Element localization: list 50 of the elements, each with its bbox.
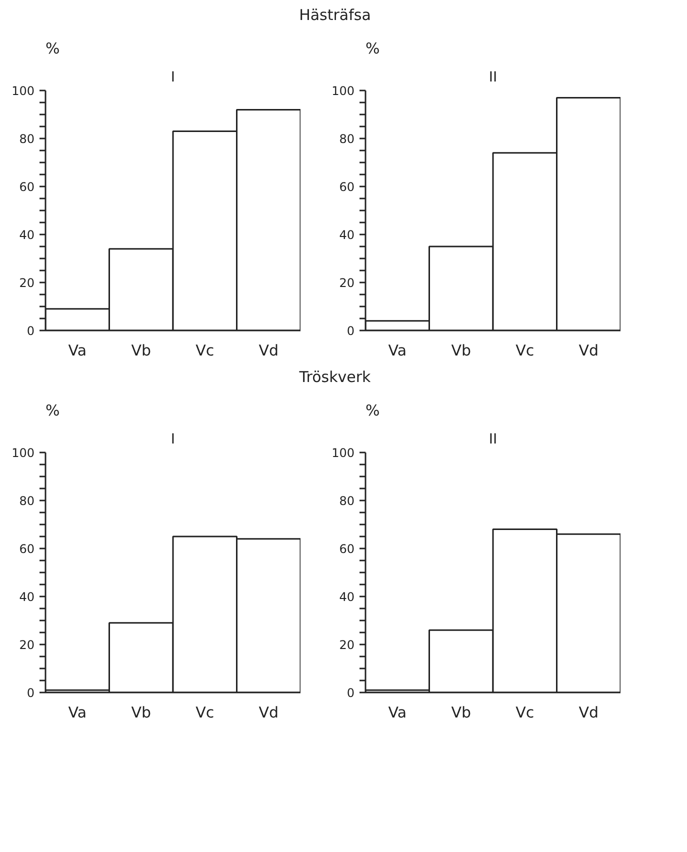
x-tick-label: Va: [388, 704, 407, 722]
x-tick-label: Vd: [578, 342, 599, 360]
y-tick-label: 40: [19, 228, 35, 242]
x-tick-label: Vb: [131, 342, 152, 360]
y-axis-title: %: [46, 402, 60, 420]
y-tick-label: 40: [19, 590, 35, 604]
x-tick-label: Vd: [258, 342, 279, 360]
y-tick-label: 60: [19, 542, 35, 556]
x-tick-label: Vc: [516, 704, 534, 722]
y-tick-label: 20: [339, 638, 355, 652]
y-tick-label: 80: [339, 494, 355, 508]
y-tick-label: 80: [19, 494, 35, 508]
y-tick-label: 80: [19, 132, 35, 146]
x-tick-label: Vc: [196, 342, 214, 360]
x-tick-label: Va: [68, 342, 87, 360]
y-tick-label: 20: [339, 276, 355, 290]
y-tick-label: 0: [346, 686, 355, 700]
x-tick-label: Vc: [196, 704, 214, 722]
y-tick-label: 0: [26, 324, 35, 338]
y-axis-title: %: [46, 40, 60, 58]
y-tick-label: 100: [332, 84, 354, 98]
y-tick-label: 100: [12, 446, 34, 460]
x-tick-label: Va: [388, 342, 407, 360]
x-tick-label: Vb: [451, 342, 472, 360]
y-axis-title: %: [366, 402, 380, 420]
x-tick-label: Va: [68, 704, 87, 722]
y-tick-label: 100: [12, 84, 34, 98]
y-tick-label: 60: [339, 180, 355, 194]
x-tick-label: Vb: [451, 704, 472, 722]
y-axis-title: %: [366, 40, 380, 58]
x-tick-label: Vb: [131, 704, 152, 722]
y-tick-label: 0: [346, 324, 355, 338]
chart-title: I: [170, 70, 176, 86]
x-tick-label: Vc: [516, 342, 534, 360]
y-tick-label: 40: [339, 590, 355, 604]
y-tick-label: 80: [339, 132, 355, 146]
y-tick-label: 20: [19, 276, 35, 290]
chart-title: II: [488, 432, 498, 448]
chart-title: I: [170, 432, 176, 448]
y-tick-label: 0: [26, 686, 35, 700]
chart-title: II: [488, 70, 498, 86]
y-tick-label: 100: [332, 446, 354, 460]
text: Hästräfsa: [299, 5, 371, 26]
y-tick-label: 40: [339, 228, 355, 242]
y-tick-label: 20: [19, 638, 35, 652]
y-tick-label: 60: [19, 180, 35, 194]
y-tick-label: 60: [339, 542, 355, 556]
x-tick-label: Vd: [258, 704, 279, 722]
x-tick-label: Vd: [578, 704, 599, 722]
text: Tröskverk: [299, 367, 371, 388]
